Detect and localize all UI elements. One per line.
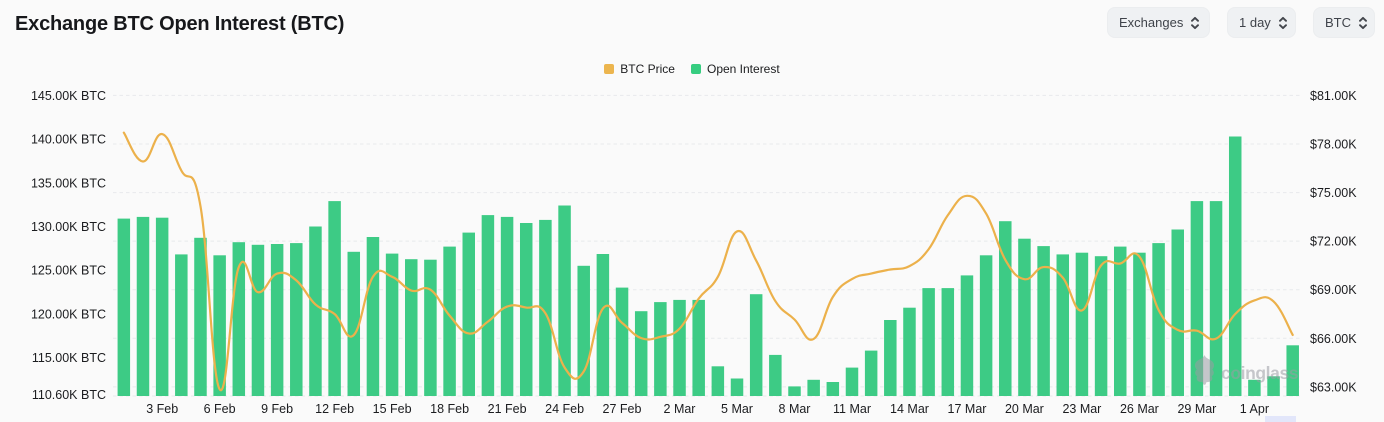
svg-text:12 Feb: 12 Feb bbox=[315, 402, 354, 416]
svg-text:1 Apr: 1 Apr bbox=[1240, 402, 1269, 416]
svg-text:$63.00K: $63.00K bbox=[1310, 380, 1357, 394]
svg-text:$78.00K: $78.00K bbox=[1310, 138, 1357, 152]
svg-text:2 Mar: 2 Mar bbox=[664, 402, 696, 416]
svg-text:26 Mar: 26 Mar bbox=[1120, 402, 1159, 416]
svg-text:125.00K BTC: 125.00K BTC bbox=[31, 264, 106, 278]
svg-text:17 Mar: 17 Mar bbox=[948, 402, 987, 416]
svg-text:$72.00K: $72.00K bbox=[1310, 235, 1357, 249]
svg-text:27 Feb: 27 Feb bbox=[603, 402, 642, 416]
svg-text:145.00K BTC: 145.00K BTC bbox=[31, 89, 106, 103]
svg-text:15 Feb: 15 Feb bbox=[373, 402, 412, 416]
svg-text:3 Feb: 3 Feb bbox=[146, 402, 178, 416]
svg-text:18 Feb: 18 Feb bbox=[430, 402, 469, 416]
svg-text:14 Mar: 14 Mar bbox=[890, 402, 929, 416]
svg-text:23 Mar: 23 Mar bbox=[1062, 402, 1101, 416]
svg-text:29 Mar: 29 Mar bbox=[1177, 402, 1216, 416]
svg-text:120.00K BTC: 120.00K BTC bbox=[31, 307, 106, 321]
svg-text:9 Feb: 9 Feb bbox=[261, 402, 293, 416]
svg-text:140.00K BTC: 140.00K BTC bbox=[31, 133, 106, 147]
svg-text:11 Mar: 11 Mar bbox=[833, 402, 871, 416]
svg-text:$81.00K: $81.00K bbox=[1310, 89, 1357, 103]
svg-text:coinglass: coinglass bbox=[1221, 363, 1299, 383]
svg-text:21 Feb: 21 Feb bbox=[488, 402, 527, 416]
svg-text:$75.00K: $75.00K bbox=[1310, 186, 1357, 200]
svg-text:$69.00K: $69.00K bbox=[1310, 283, 1357, 297]
svg-text:6 Feb: 6 Feb bbox=[204, 402, 236, 416]
svg-text:130.00K BTC: 130.00K BTC bbox=[31, 220, 106, 234]
svg-text:110.60K BTC: 110.60K BTC bbox=[32, 388, 106, 402]
svg-text:8 Mar: 8 Mar bbox=[779, 402, 811, 416]
svg-text:24 Feb: 24 Feb bbox=[545, 402, 584, 416]
svg-text:$66.00K: $66.00K bbox=[1310, 332, 1357, 346]
svg-text:115.00K BTC: 115.00K BTC bbox=[32, 351, 106, 365]
svg-text:5 Mar: 5 Mar bbox=[721, 402, 753, 416]
svg-text:135.00K BTC: 135.00K BTC bbox=[31, 176, 106, 190]
svg-text:20 Mar: 20 Mar bbox=[1005, 402, 1044, 416]
